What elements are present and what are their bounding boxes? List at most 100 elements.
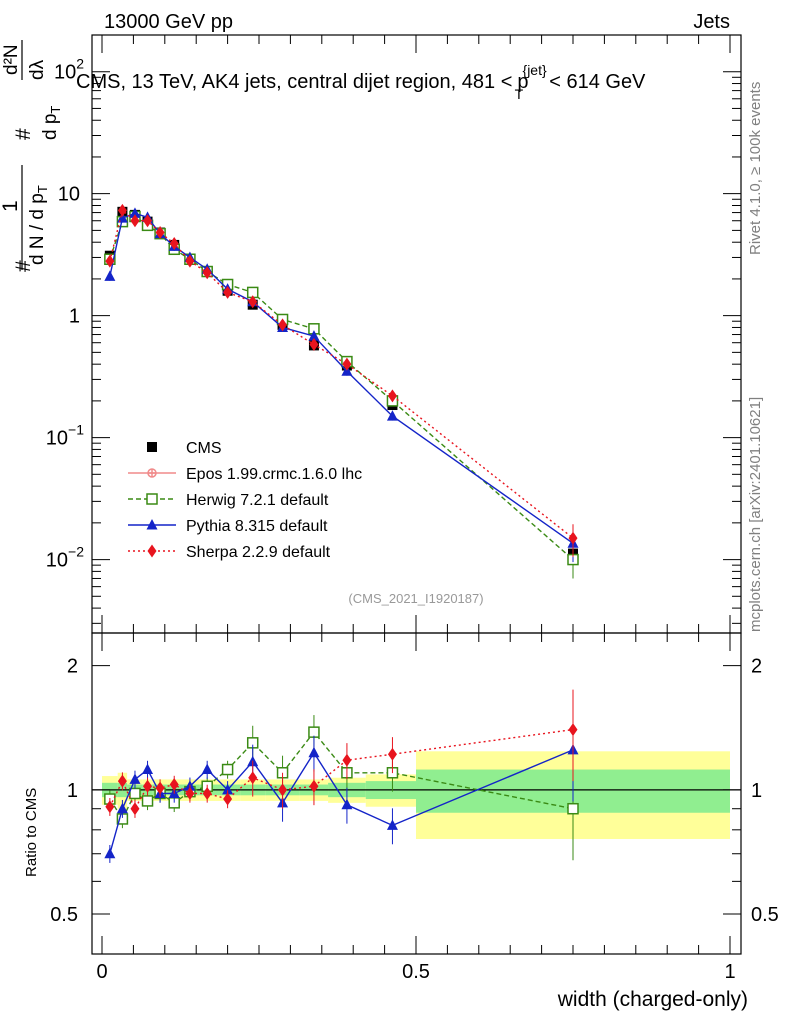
ratio-y-label: Ratio to CMS — [23, 788, 40, 877]
data-point-sherpa — [130, 214, 140, 228]
ratio-point-herwig — [308, 726, 320, 738]
y-tick-label: 102 — [54, 56, 84, 84]
ratio-series — [104, 689, 579, 863]
category-label: Jets — [693, 11, 730, 33]
ratio-point-pythia — [341, 798, 353, 810]
y-label-hash-2: # — [12, 128, 35, 140]
ratio-axes: 0 0.5 1 0.5 0.5 1 1 2 2 — [50, 633, 779, 983]
legend-label-herwig: Herwig 7.2.1 default — [186, 492, 329, 509]
ratio-point-sherpa — [278, 783, 288, 797]
ratio-point-sherpa — [223, 792, 233, 806]
data-point-sherpa — [309, 337, 319, 351]
ratio-tick-label-right: 2 — [751, 656, 762, 678]
y-axis-label: # 1 d N / d pT # d pT d²N dλ — [0, 40, 63, 272]
ratio-point-sherpa — [342, 753, 352, 767]
data-point-pythia — [129, 207, 141, 218]
legend: CMS Epos 1.99.crmc.1.6.0 lhc Herwig 7.2.1 … — [128, 440, 362, 561]
ratio-point-herwig — [221, 763, 234, 776]
ratio-point-sherpa — [143, 779, 153, 793]
y-label-dlambda: dλ — [27, 59, 48, 80]
y-tick-label: 1 — [69, 306, 80, 328]
analysis-id: (CMS_2021_I1920187) — [348, 591, 483, 606]
ratio-point-sherpa — [185, 786, 195, 800]
mcplots-label: mcplots.cern.ch [arXiv:2401.10621] — [747, 397, 764, 632]
legend-marker-sherpa — [147, 544, 157, 558]
ratio-point-herwig — [141, 795, 154, 807]
main-axes: 102 10 1 10−1 10−2 — [46, 34, 741, 633]
ratio-panel: 0 0.5 1 0.5 0.5 1 1 2 2 Ratio to CMS — [23, 632, 779, 983]
legend-marker-pythia — [146, 519, 158, 530]
data-point-sherpa — [248, 295, 258, 309]
legend-label-sherpa: Sherpa 2.2.9 default — [186, 544, 331, 561]
ratio-tick-label-right: 0.5 — [751, 904, 779, 926]
y-label-d2n: d²N — [1, 44, 22, 75]
y-label-numerator: d pT — [40, 106, 63, 140]
ratio-point-sherpa — [130, 802, 140, 816]
data-point-sherpa — [105, 254, 115, 268]
data-point-pythia — [116, 212, 128, 223]
ratio-point-pythia — [222, 783, 234, 795]
energy-label: 13000 GeV pp — [104, 11, 233, 33]
x-tick-label: 0 — [96, 961, 107, 983]
series-line-sherpa — [109, 209, 574, 539]
ratio-point-sherpa — [309, 779, 319, 793]
main-panel: 102 10 1 10−1 10−2 CMS, 13 TeV, AK4 jets, ce… — [46, 34, 742, 634]
data-point-sherpa — [387, 389, 397, 403]
ratio-bands — [102, 751, 730, 840]
series-line-pythia — [109, 212, 574, 544]
ratio-tick-label-left: 0.5 — [50, 904, 78, 926]
ratio-tick-label-left: 1 — [67, 780, 78, 802]
data-point-pythia — [308, 330, 320, 341]
data-point-sherpa — [202, 266, 212, 280]
ratio-point-pythia — [142, 763, 154, 775]
data-point-sherpa — [342, 357, 352, 371]
data-point-pythia — [104, 270, 116, 281]
ratio-point-sherpa — [117, 774, 127, 788]
rivet-label: Rivet 4.1.0, ≥ 100k events — [747, 82, 764, 255]
ratio-point-pythia — [201, 763, 213, 775]
data-point-sherpa — [117, 203, 127, 217]
data-point-sherpa — [169, 237, 179, 251]
data-point-sherpa — [223, 285, 233, 299]
x-tick-label: 1 — [724, 961, 735, 983]
data-point-sherpa — [155, 226, 165, 240]
main-series — [104, 203, 579, 579]
ratio-point-sherpa — [387, 747, 397, 761]
data-point-sherpa — [185, 254, 195, 268]
ratio-tick-label-right: 1 — [751, 780, 762, 802]
data-point-sherpa — [143, 214, 153, 228]
legend-marker-herwig — [146, 493, 158, 505]
ratio-tick-label-left: 2 — [67, 656, 78, 678]
ratio-point-sherpa — [568, 723, 578, 737]
ratio-point-sherpa — [202, 786, 212, 800]
ratio-point-pythia — [308, 746, 320, 758]
ratio-point-herwig — [567, 802, 579, 815]
ratio-point-herwig — [129, 787, 141, 800]
y-tick-label: 10 — [58, 184, 80, 206]
x-axis-label: width (charged-only) — [557, 988, 748, 1011]
y-label-hash-1: # — [12, 260, 35, 272]
y-label-denominator: d N / d pT — [27, 185, 50, 265]
legend-label-epos: Epos 1.99.crmc.1.6.0 lhc — [186, 466, 362, 483]
y-tick-label: 10−2 — [46, 544, 84, 572]
legend-marker-cms — [147, 442, 157, 452]
y-tick-label: 10−1 — [46, 422, 84, 450]
ratio-point-pythia — [129, 773, 141, 784]
ratio-point-pythia — [116, 802, 128, 814]
legend-label-cms: CMS — [186, 440, 222, 457]
data-point-sherpa — [568, 531, 578, 545]
x-tick-label: 0.5 — [402, 961, 430, 983]
y-label-one: 1 — [0, 200, 22, 212]
ratio-point-sherpa — [248, 771, 258, 785]
data-point-sherpa — [278, 318, 288, 332]
series-line-herwig — [109, 215, 574, 561]
data-point-pythia — [386, 410, 398, 421]
ratio-point-sherpa — [105, 800, 115, 814]
ratio-point-sherpa — [169, 778, 179, 792]
ratio-point-pythia — [386, 819, 398, 830]
ratio-point-pythia — [104, 847, 116, 859]
legend-label-pythia: Pythia 8.315 default — [186, 518, 328, 535]
ratio-point-sherpa — [155, 781, 165, 795]
plot-title: CMS, 13 TeV, AK4 jets, central dijet reg… — [76, 62, 646, 102]
